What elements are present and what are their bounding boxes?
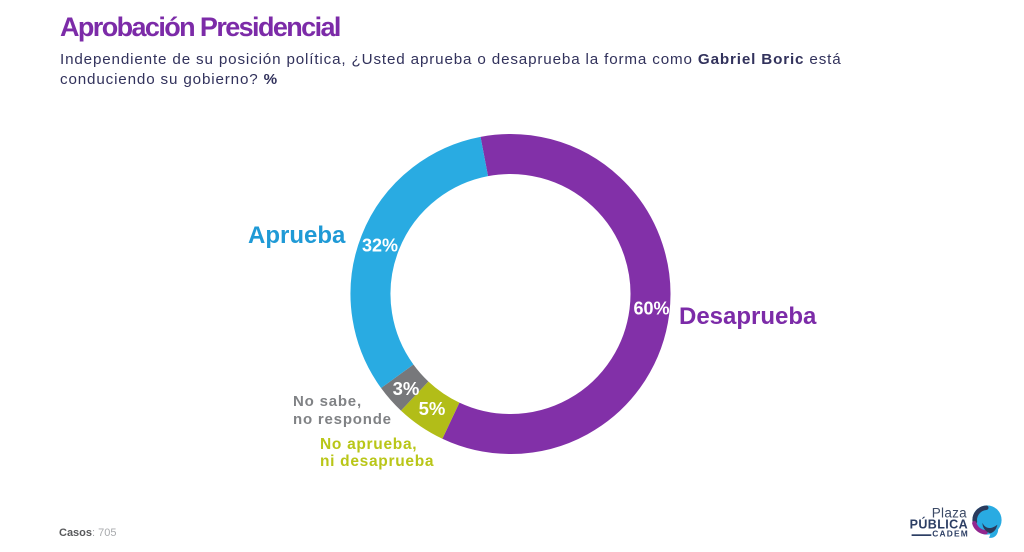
svg-text:CADEM: CADEM — [932, 529, 969, 539]
svg-text:Plaza: Plaza — [932, 506, 967, 521]
svg-text:PÚBLICA: PÚBLICA — [910, 517, 968, 532]
